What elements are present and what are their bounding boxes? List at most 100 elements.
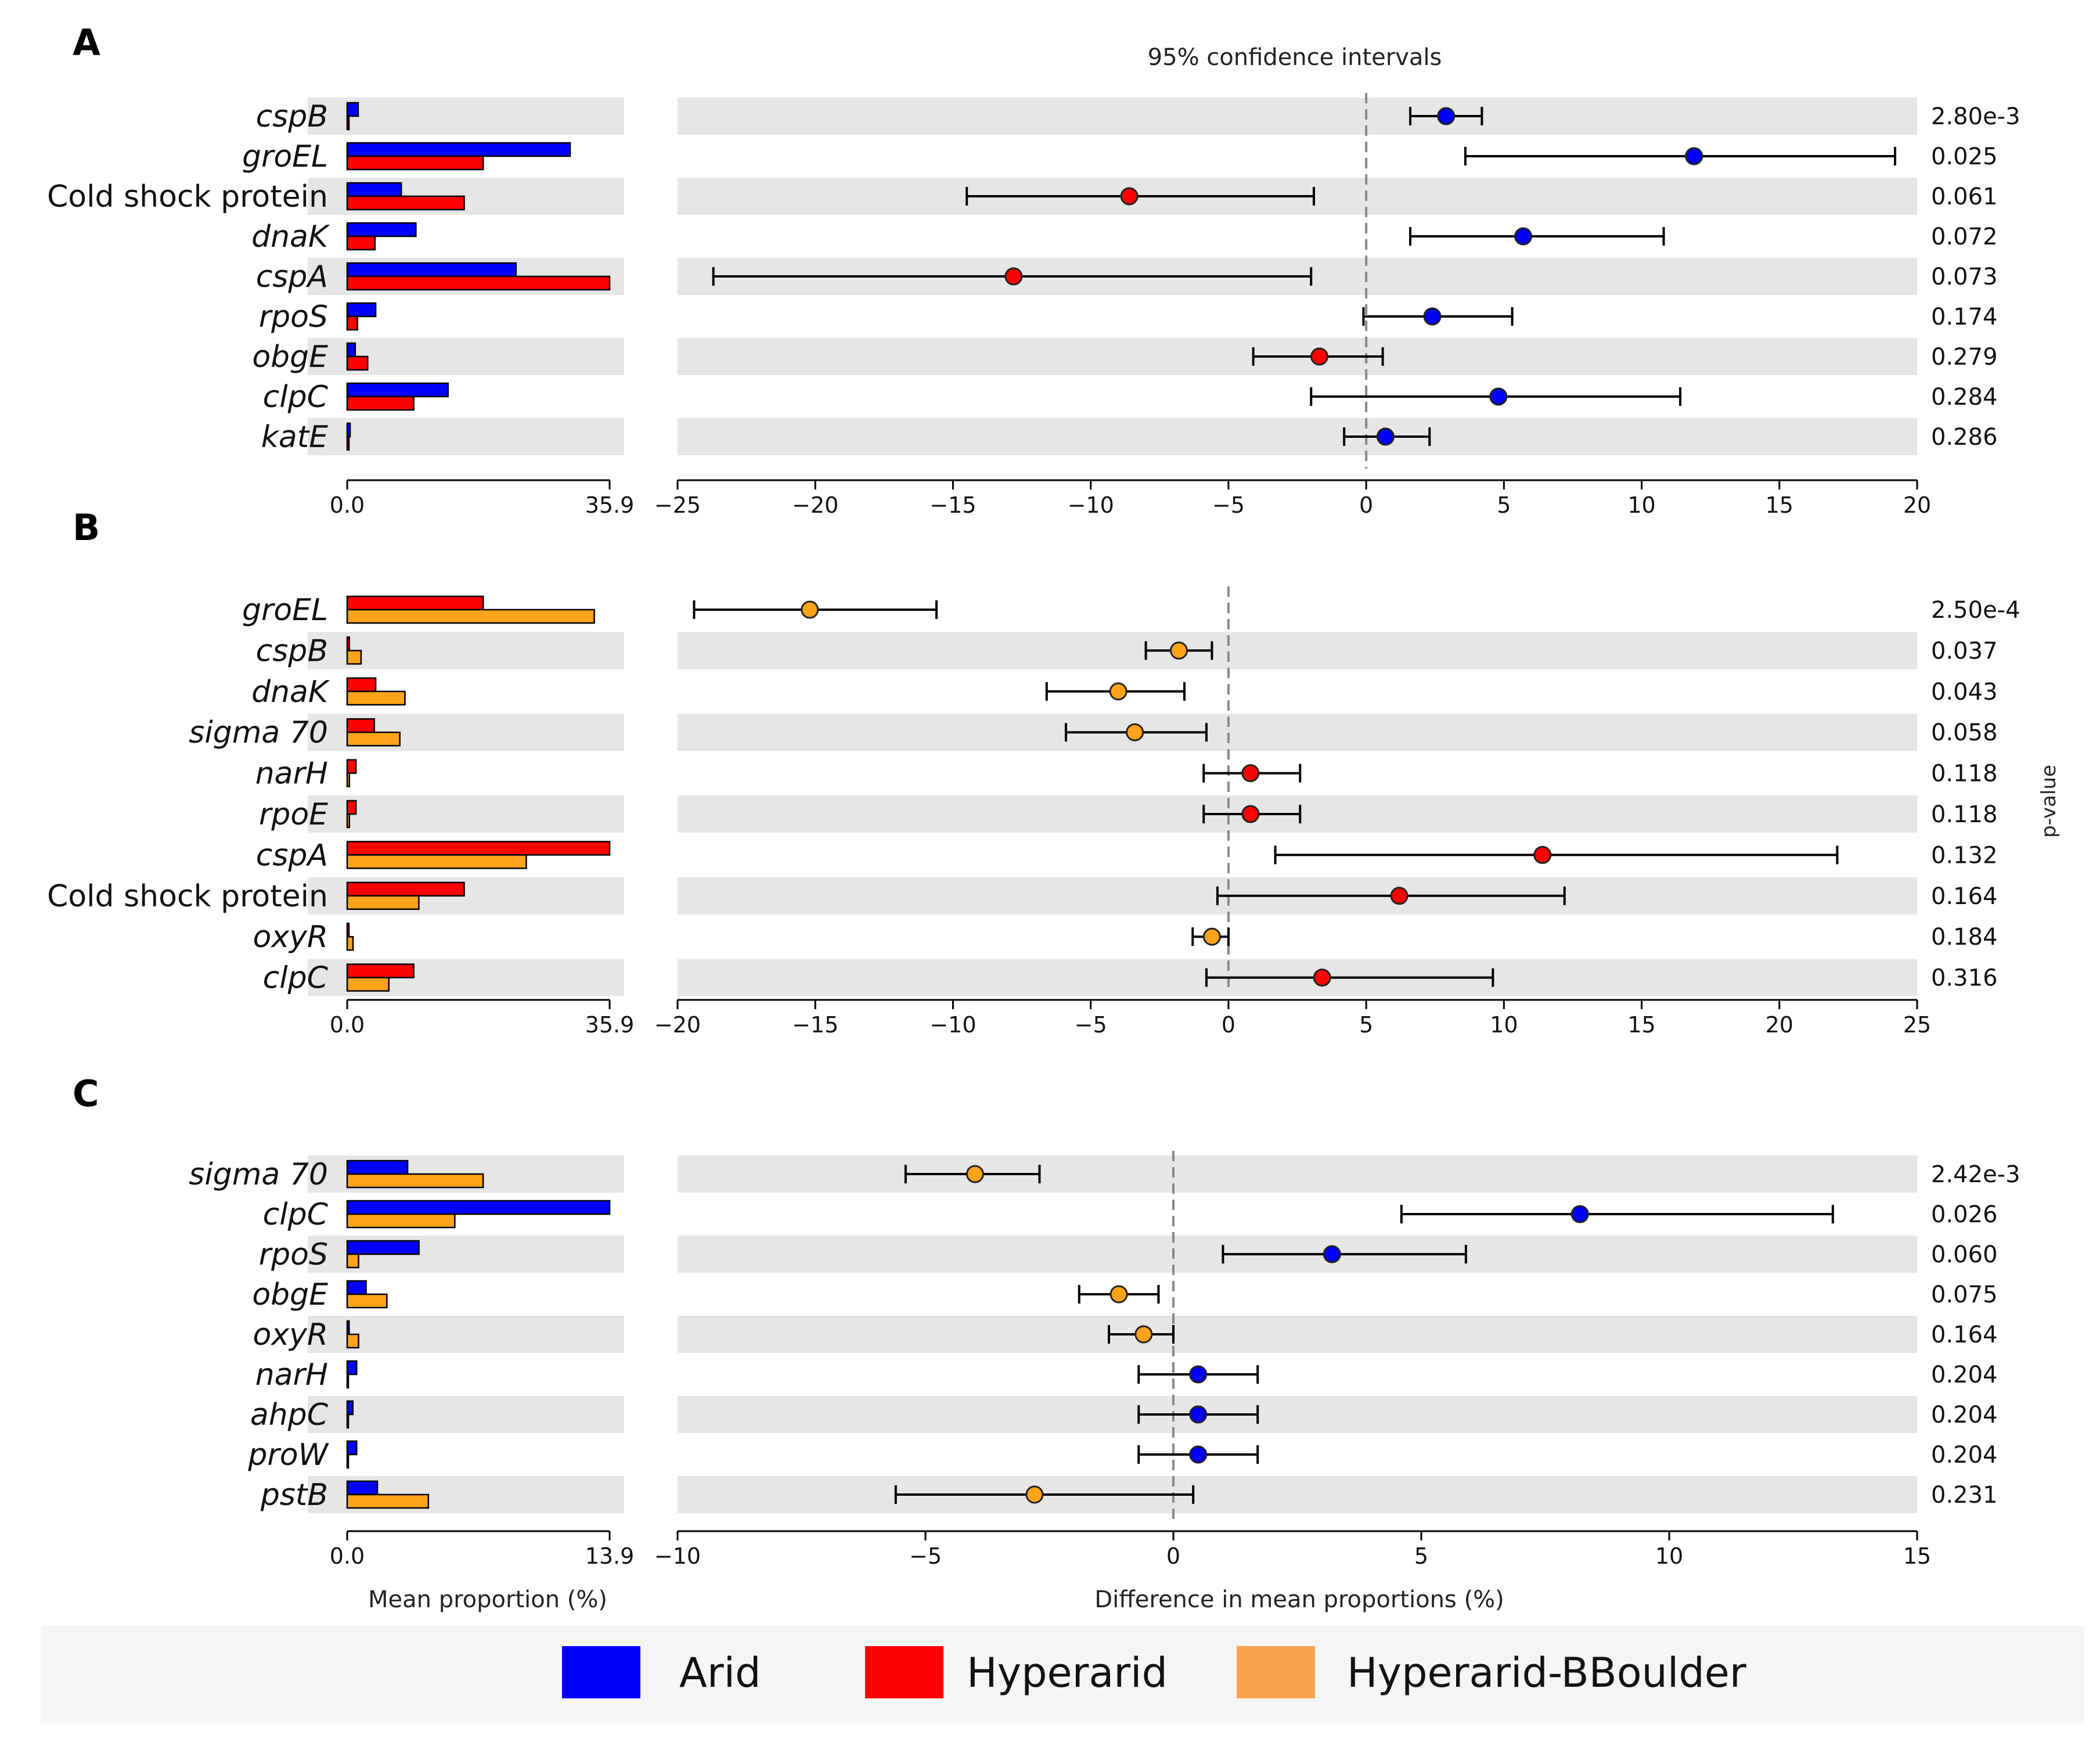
p-value: 0.204 (1931, 1442, 1998, 1468)
difference-axis-tick-label: 5 (1414, 1543, 1428, 1569)
mean-proportion-bar-hyperarid (346, 235, 376, 251)
difference-axis-tick-label: 25 (1903, 1012, 1931, 1038)
mean-proportion-bar-hyperarid (346, 963, 415, 978)
row-band-right (678, 632, 1917, 669)
mean-proportion-bar-arid (346, 1360, 358, 1376)
feature-label: dnaK (251, 675, 330, 710)
p-value: 0.174 (1931, 304, 1998, 330)
mean-proportion-bar-hyperarid (346, 759, 357, 774)
row-band-right (678, 1155, 1917, 1193)
mean-proportion-bar-arid (346, 422, 351, 438)
p-value: 0.026 (1931, 1201, 1998, 1228)
mean-proportion-bar-hyperarid-bboulder (346, 854, 527, 869)
difference-point (1025, 1485, 1044, 1504)
feature-label: narH (255, 757, 328, 791)
row-band-right (678, 98, 1917, 135)
difference-axis-tick-label: 15 (1766, 492, 1793, 518)
legend-swatch-hyperarid-bboulder (1237, 1646, 1315, 1698)
row-band-right (678, 418, 1917, 455)
mean-proportion-bar-arid (346, 1200, 611, 1215)
mean-proportion-bar-hyperarid (346, 395, 415, 411)
difference-axis-tick-label: 5 (1359, 1012, 1373, 1038)
mean-proportion-bar-hyperarid-bboulder (346, 1413, 350, 1429)
difference-point (1323, 1245, 1341, 1263)
legend-swatch-arid (562, 1646, 640, 1698)
difference-point (1437, 107, 1456, 125)
mean-proportion-bar-hyperarid-bboulder (346, 813, 351, 829)
feature-label: Cold shock protein (47, 179, 328, 214)
p-value: 0.164 (1931, 1322, 1998, 1348)
p-value: 0.073 (1931, 264, 1998, 290)
feature-label: proW (247, 1438, 329, 1473)
mean-proportion-bar-hyperarid (346, 355, 369, 371)
p-value: 2.80e-3 (1931, 103, 2020, 130)
p-value: 0.025 (1931, 143, 1998, 170)
mean-proportion-bar-hyperarid-bboulder (346, 895, 420, 910)
mean-proportion-bar-hyperarid-bboulder (346, 772, 351, 787)
difference-point (1189, 1365, 1208, 1384)
difference-point (1241, 764, 1260, 783)
mean-proportion-bar-arid (346, 1240, 420, 1255)
mean-proportion-bar-hyperarid-bboulder (346, 1293, 388, 1309)
difference-axis-tick-label: 10 (1655, 1543, 1683, 1569)
bar-axis-tick-label: 0.0 (330, 1543, 365, 1569)
p-value: 0.118 (1931, 761, 1998, 787)
mean-proportion-bar-hyperarid-bboulder (346, 650, 362, 665)
p-value: 0.058 (1931, 719, 1998, 746)
bar-axis-tick-label: 0.0 (330, 492, 365, 518)
mean-proportion-bar-hyperarid-bboulder (346, 1373, 350, 1389)
mean-proportion-bar-hyperarid (346, 435, 350, 451)
difference-axis-tick-label: −20 (654, 1012, 701, 1038)
p-value: 0.164 (1931, 883, 1998, 910)
difference-axis-tick-label: 15 (1627, 1012, 1655, 1038)
difference-point (1134, 1325, 1153, 1344)
row-band-right (678, 1476, 1917, 1513)
difference-axis-tick-label: −10 (1068, 492, 1114, 518)
difference-axis-tick-label: 0 (1166, 1543, 1180, 1569)
feature-label: rpoE (259, 797, 328, 832)
difference-axis-tick-label: 10 (1490, 1012, 1518, 1038)
mean-proportion-bar-arid (346, 102, 359, 117)
mean-proportion-bar-arid (346, 342, 356, 358)
difference-point (1189, 1445, 1208, 1464)
difference-axis-tick-label: −15 (792, 1012, 838, 1038)
mean-proportion-bar-hyperarid (346, 636, 351, 651)
difference-axis-tick-label: −25 (654, 492, 701, 518)
row-band-left (308, 98, 624, 135)
difference-axis-tick-label: −20 (792, 492, 838, 518)
p-value: 0.118 (1931, 801, 1998, 828)
p-value: 0.061 (1931, 183, 1998, 210)
row-band-right (678, 1316, 1917, 1353)
difference-point (1310, 347, 1328, 366)
p-value: 0.132 (1931, 842, 1998, 869)
difference-point (1685, 147, 1703, 165)
row-band-left (308, 1396, 624, 1433)
panel-letter: B (73, 506, 100, 549)
feature-label: obgE (252, 340, 328, 375)
mean-proportion-bar-arid (346, 1440, 358, 1456)
row-band-right (678, 714, 1917, 751)
feature-label: cspB (256, 99, 328, 134)
legend: Arid Hyperarid Hyperarid-BBoulder (41, 1626, 2084, 1725)
mean-proportion-bar-arid (346, 182, 402, 197)
mean-proportion-bar-hyperarid (346, 922, 350, 938)
p-value: 0.184 (1931, 924, 1998, 951)
difference-axis-tick-label: 0 (1359, 492, 1373, 518)
legend-label-arid: Arid (679, 1649, 761, 1697)
legend-background (41, 1626, 2084, 1725)
mean-proportion-bar-hyperarid-bboulder (346, 935, 354, 951)
feature-label: clpC (263, 1197, 329, 1232)
ci-title: 95% confidence intervals (1148, 44, 1442, 71)
feature-label: cspA (256, 260, 328, 294)
difference-point (1514, 227, 1533, 246)
mean-proportion-bar-arid (346, 142, 571, 157)
mean-proportion-bar-hyperarid (346, 115, 350, 131)
p-value: 0.231 (1931, 1482, 1998, 1509)
feature-label: sigma 70 (189, 1157, 328, 1192)
difference-axis-tick-label: −10 (930, 1012, 976, 1038)
x-axis-label-mean-proportion: Mean proportion (%) (368, 1586, 607, 1613)
